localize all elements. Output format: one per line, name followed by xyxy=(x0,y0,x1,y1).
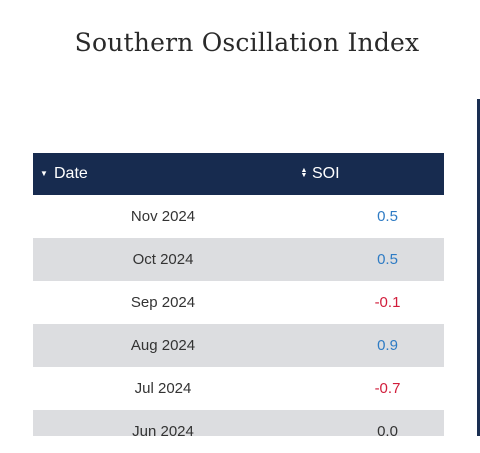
table-row: Jun 2024 0.0 xyxy=(33,410,444,436)
table-row: Jul 2024 -0.7 xyxy=(33,367,444,410)
date-column-header[interactable]: ▼ Date xyxy=(33,153,293,195)
table-row: Aug 2024 0.9 xyxy=(33,324,444,367)
soi-cell: -0.1 xyxy=(293,281,444,324)
table-body: Nov 2024 0.5 Oct 2024 0.5 Sep 2024 -0.1 … xyxy=(33,195,444,436)
soi-value: 0.9 xyxy=(377,337,398,354)
soi-cell: 0.5 xyxy=(293,195,444,238)
soi-cell: 0.9 xyxy=(293,324,444,367)
soi-cell: 0.5 xyxy=(293,238,444,281)
table-row: Nov 2024 0.5 xyxy=(33,195,444,238)
table-row: Oct 2024 0.5 xyxy=(33,238,444,281)
soi-value: -0.1 xyxy=(374,294,401,311)
soi-column-header[interactable]: ▲ ▼ SOI xyxy=(293,153,444,195)
date-cell: Jul 2024 xyxy=(134,380,192,397)
table-header-row: ▼ Date ▲ ▼ SOI xyxy=(33,153,444,195)
date-header-label: Date xyxy=(54,165,88,182)
soi-cell: -0.7 xyxy=(293,367,444,410)
sort-descending-icon: ▼ xyxy=(40,169,48,178)
date-cell: Jun 2024 xyxy=(132,423,194,436)
soi-value: 0.5 xyxy=(377,251,398,268)
soi-value: 0.0 xyxy=(377,423,398,436)
soi-table: ▼ Date ▲ ▼ SOI Nov 2024 0.5 Oct 2024 0.5 Se… xyxy=(33,153,444,436)
soi-header-label: SOI xyxy=(312,165,340,182)
date-cell: Sep 2024 xyxy=(130,294,196,311)
page-title: Southern Oscillation Index xyxy=(74,28,420,57)
date-cell: Nov 2024 xyxy=(130,208,196,225)
soi-value: 0.5 xyxy=(377,208,398,225)
date-cell: Oct 2024 xyxy=(132,251,194,268)
soi-table-container[interactable]: ▼ Date ▲ ▼ SOI Nov 2024 0.5 Oct 2024 0.5 Se… xyxy=(33,153,444,436)
side-divider xyxy=(477,99,480,436)
soi-value: -0.7 xyxy=(374,380,401,397)
table-row: Sep 2024 -0.1 xyxy=(33,281,444,324)
soi-cell: 0.0 xyxy=(293,410,444,436)
sort-both-icon: ▲ ▼ xyxy=(300,167,308,179)
date-cell: Aug 2024 xyxy=(130,337,196,354)
